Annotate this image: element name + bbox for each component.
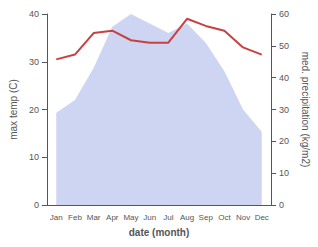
svg-text:Feb: Feb <box>68 213 82 222</box>
svg-text:10: 10 <box>279 168 289 178</box>
svg-text:Aug: Aug <box>180 213 194 222</box>
svg-text:10: 10 <box>29 152 39 162</box>
svg-text:20: 20 <box>29 105 39 115</box>
svg-text:date (month): date (month) <box>129 227 190 238</box>
svg-text:0: 0 <box>279 200 284 210</box>
svg-text:30: 30 <box>29 57 39 67</box>
svg-text:Dec: Dec <box>255 213 269 222</box>
svg-text:max temp (C): max temp (C) <box>8 79 19 140</box>
svg-text:40: 40 <box>279 73 289 83</box>
svg-text:Jun: Jun <box>143 213 156 222</box>
svg-text:30: 30 <box>279 105 289 115</box>
svg-text:Jul: Jul <box>163 213 173 222</box>
svg-text:Nov: Nov <box>236 213 250 222</box>
svg-text:Apr: Apr <box>106 213 119 222</box>
svg-text:Sep: Sep <box>199 213 214 222</box>
svg-text:May: May <box>123 213 138 222</box>
svg-text:med. precipitation (kg/m2): med. precipitation (kg/m2) <box>300 52 311 168</box>
svg-text:Jan: Jan <box>50 213 63 222</box>
svg-text:0: 0 <box>34 200 39 210</box>
svg-text:Mar: Mar <box>87 213 101 222</box>
svg-text:20: 20 <box>279 136 289 146</box>
svg-text:50: 50 <box>279 41 289 51</box>
svg-text:Oct: Oct <box>218 213 231 222</box>
svg-text:40: 40 <box>29 9 39 19</box>
svg-text:60: 60 <box>279 9 289 19</box>
